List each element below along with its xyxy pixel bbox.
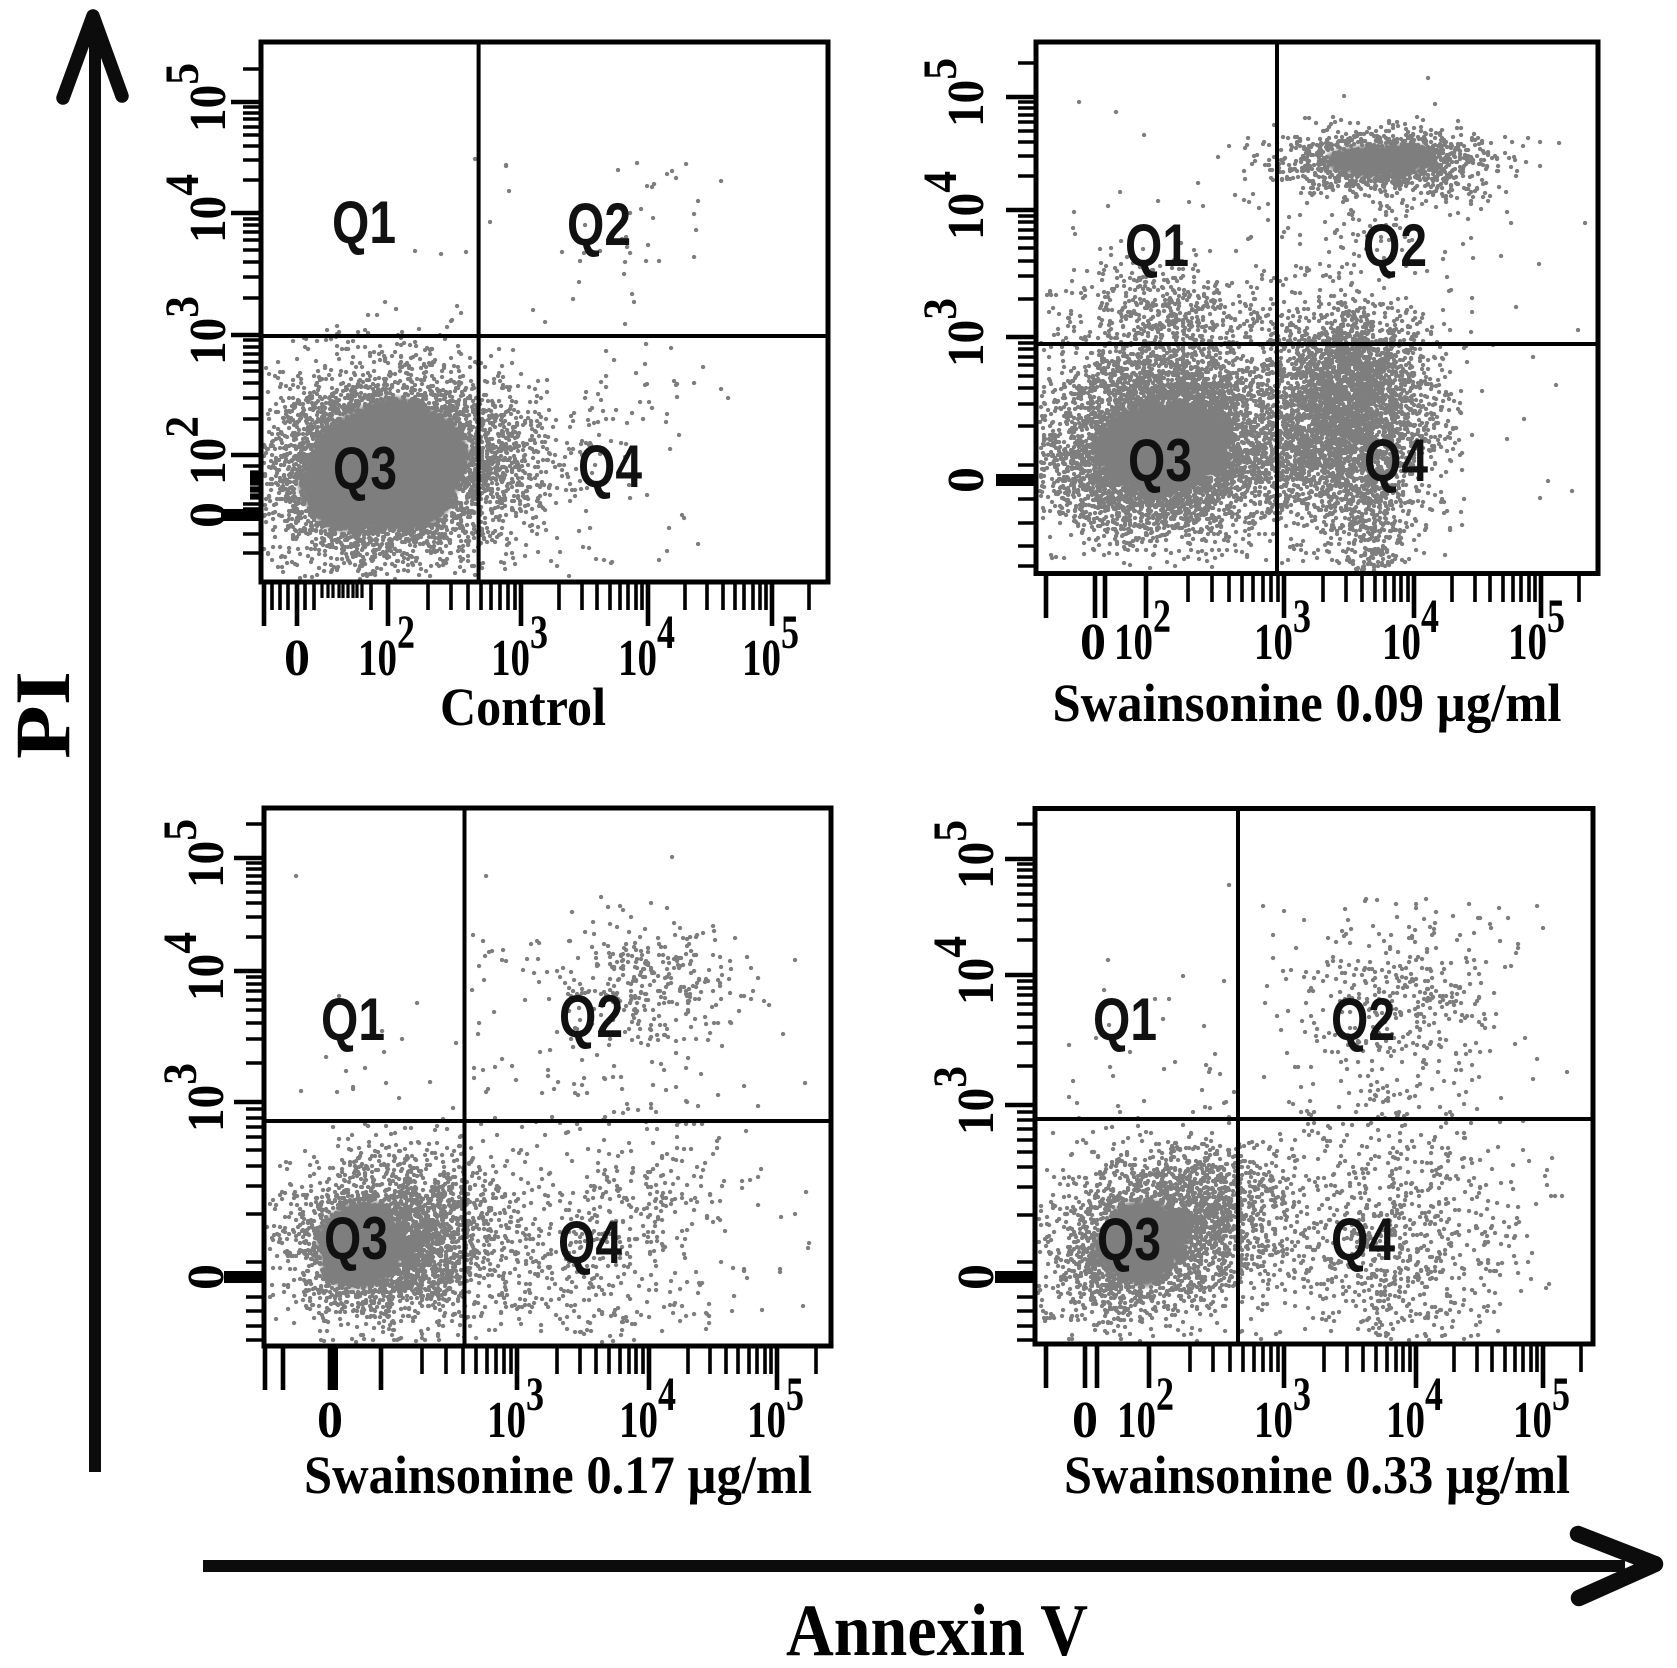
svg-text:Q4: Q4 <box>558 1209 622 1276</box>
svg-text:0: 0 <box>284 630 310 687</box>
svg-text:Q3: Q3 <box>333 435 397 502</box>
svg-text:Q2: Q2 <box>1363 212 1427 279</box>
svg-text:Control: Control <box>440 677 606 737</box>
svg-text:Swainsonine 0.17 µg/ml: Swainsonine 0.17 µg/ml <box>304 1445 812 1505</box>
svg-text:Swainsonine 0.33 µg/ml: Swainsonine 0.33 µg/ml <box>1064 1445 1570 1505</box>
svg-text:Q2: Q2 <box>567 191 631 258</box>
svg-text:Q1: Q1 <box>1093 986 1157 1053</box>
svg-text:0: 0 <box>178 1264 235 1290</box>
svg-text:Swainsonine 0.09 µg/ml: Swainsonine 0.09 µg/ml <box>1053 673 1562 733</box>
svg-text:Q1: Q1 <box>1125 212 1189 279</box>
svg-text:Q3: Q3 <box>1097 1206 1161 1273</box>
svg-text:Q2: Q2 <box>559 983 623 1050</box>
svg-text:0: 0 <box>938 467 995 493</box>
svg-text:Annexin V: Annexin V <box>786 1590 1088 1668</box>
svg-text:0: 0 <box>180 502 237 528</box>
svg-text:Q4: Q4 <box>1331 1206 1395 1273</box>
svg-text:Q1: Q1 <box>332 189 396 256</box>
svg-text:0: 0 <box>1080 614 1106 671</box>
svg-text:PI: PI <box>0 671 86 759</box>
svg-text:Q4: Q4 <box>578 433 642 500</box>
svg-text:0: 0 <box>948 1264 1005 1290</box>
svg-text:0: 0 <box>317 1392 343 1449</box>
svg-text:Q3: Q3 <box>1128 427 1192 494</box>
svg-text:Q4: Q4 <box>1364 427 1428 494</box>
svg-text:0: 0 <box>1072 1392 1098 1449</box>
svg-text:Q2: Q2 <box>1331 986 1395 1053</box>
svg-text:Q1: Q1 <box>321 986 385 1053</box>
svg-text:Q3: Q3 <box>324 1205 388 1272</box>
